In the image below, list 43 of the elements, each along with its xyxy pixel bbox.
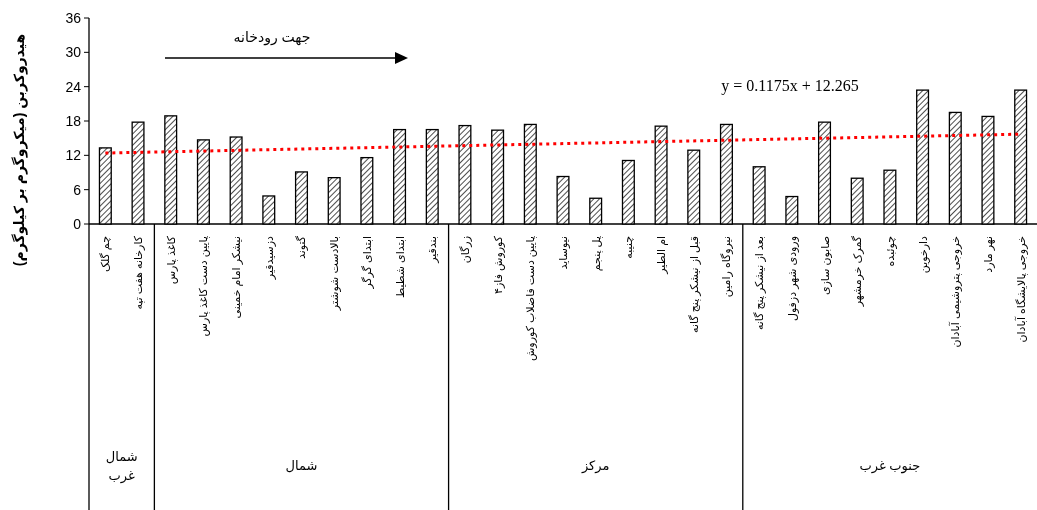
x-tick-label: نهر مارد <box>981 236 995 273</box>
x-tick-label: پل پنجم <box>589 236 603 272</box>
x-tick-label: گتوند <box>295 235 309 260</box>
x-tick-label: بندقیر <box>426 236 440 264</box>
x-tick-label: زرگان <box>458 236 472 264</box>
x-tick-label: قبل از نیشکر پنج گانه <box>687 236 701 333</box>
x-tick-label: ابتدای شطیط <box>393 236 406 298</box>
annotation: جهت رودخانه <box>233 29 311 46</box>
x-tick-label: چم گلک <box>99 236 113 272</box>
x-tick-label: چوئبده <box>883 236 897 267</box>
y-axis-title: هیدروکربن (میکروگرم بر کیلوگرم) <box>11 33 28 267</box>
text: مرکز <box>580 458 610 474</box>
x-tick-label: بالادست شوشتر <box>328 236 342 312</box>
x-tick-label: صابون سازی <box>818 236 832 296</box>
text: جنوب غرب <box>859 458 921 474</box>
x-tick-label: ام الطیر <box>655 236 669 275</box>
text: شمال <box>285 458 318 473</box>
x-tick-label: دزسیدقیر <box>262 235 276 281</box>
x-tick-label: پایین دست فاضلاب کوروش <box>524 236 538 362</box>
annotation: y = 0.1175x + 12.265 <box>721 77 859 95</box>
y-tick-label: 36 <box>65 10 82 26</box>
y-tick-label: 0 <box>73 216 82 232</box>
x-tick-label: کاغذ پارس <box>164 235 178 285</box>
x-tick-label: ابتدای گرگر <box>360 236 374 290</box>
y-tick-label: 12 <box>65 147 82 164</box>
x-tick-label: خروجی پتروشیمی آبادان <box>948 236 963 348</box>
y-tick-label: 18 <box>65 113 82 129</box>
x-tick-label: نیروگاه رامین <box>720 236 734 298</box>
x-tick-label: کارخانه هفت تپه <box>132 235 146 310</box>
x-tick-label: بعد از نیشکر پنج گانه <box>753 236 767 331</box>
x-tick-label: خروجی پالایشگاه آبادان <box>1013 236 1028 343</box>
x-tick-label: نیشکر امام خمینی <box>230 236 244 319</box>
y-tick-label: 24 <box>65 78 82 95</box>
x-tick-label: چنیبه <box>622 236 635 259</box>
x-tick-label: کوروش فاز۴ <box>491 235 505 294</box>
text: شمال غرب <box>105 449 138 484</box>
x-tick-label: ورودی شهر دزفول <box>785 236 799 322</box>
y-tick-label: 6 <box>73 181 82 198</box>
y-tick-label: 30 <box>65 44 82 61</box>
x-tick-label: نیوساید <box>557 236 570 270</box>
x-tick-label: گمرک خرمشهر <box>851 235 865 308</box>
x-tick-label: پایین دست کاغذ پارس <box>197 236 211 337</box>
x-tick-label: دارخوین <box>916 235 930 274</box>
